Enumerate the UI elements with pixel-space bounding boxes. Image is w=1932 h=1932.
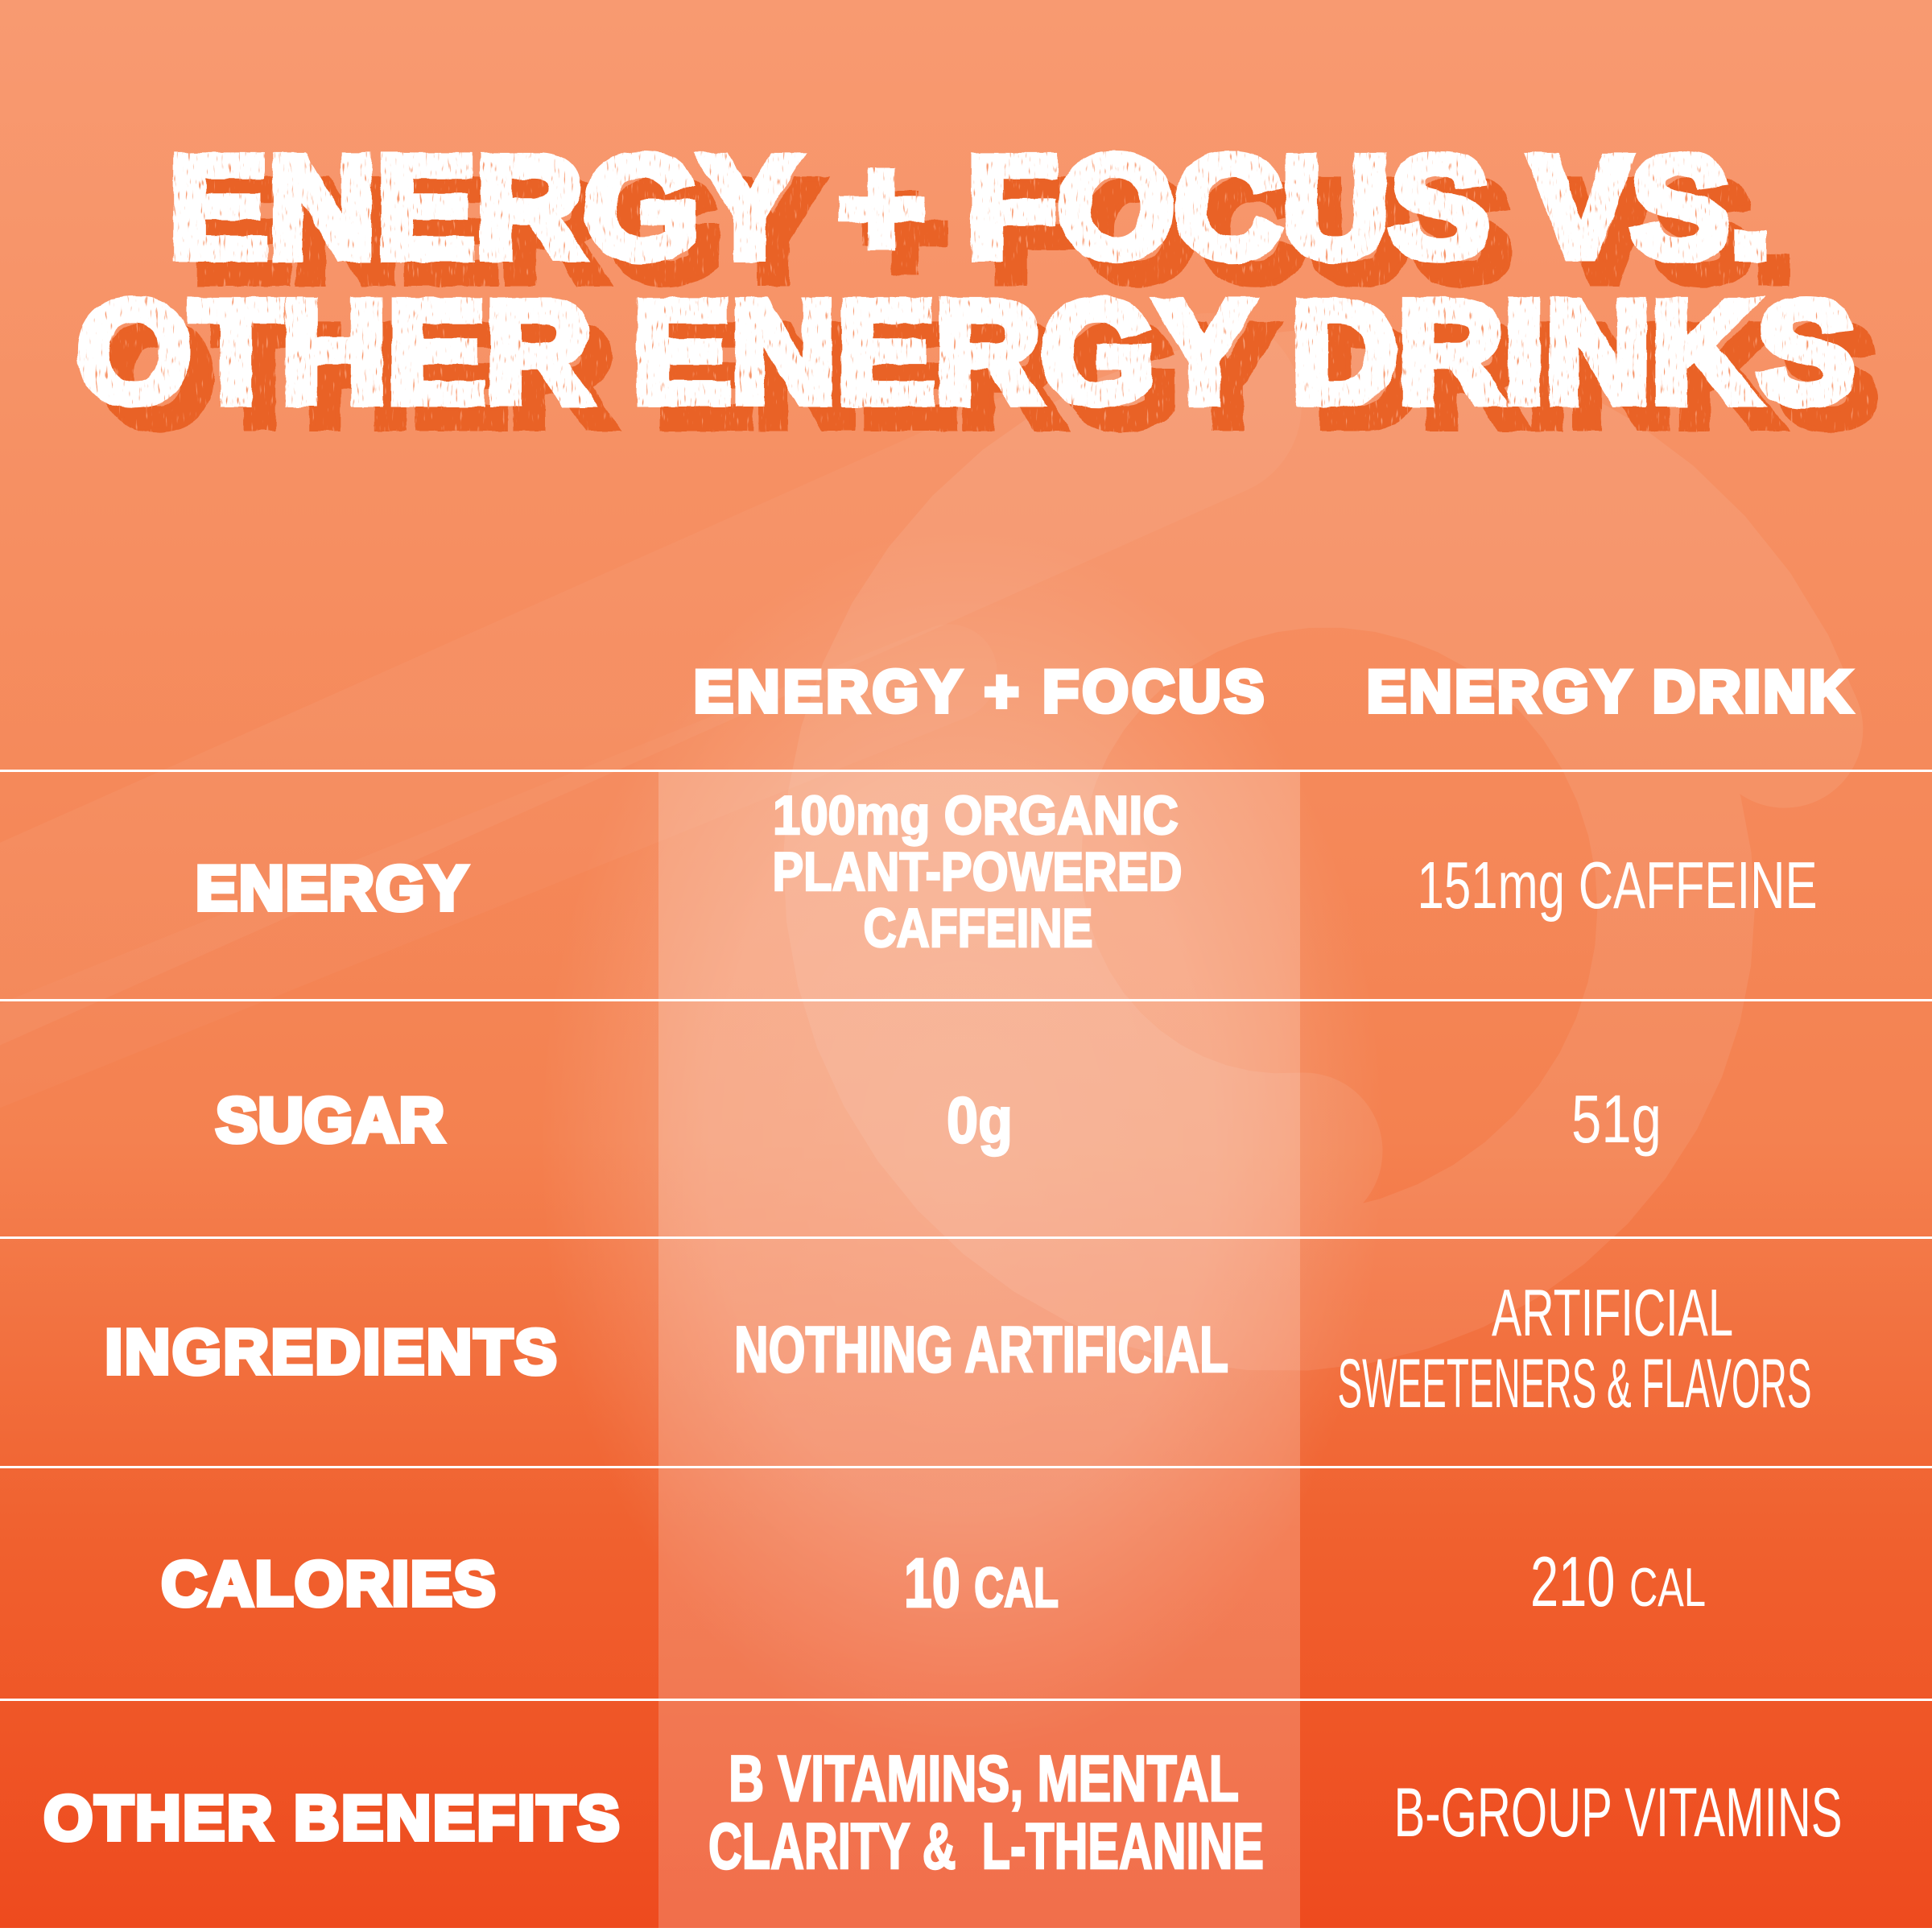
svg-text:151mg CAFFEINE: 151mg CAFFEINE: [1418, 848, 1818, 923]
svg-text:0g: 0g: [947, 1084, 1013, 1157]
svg-text:ARTIFICIAL: ARTIFICIAL: [1492, 1275, 1733, 1350]
svg-text:SWEETENERS & FLAVORS: SWEETENERS & FLAVORS: [1338, 1345, 1812, 1422]
svg-text:CLARITY & L-THEANINE: CLARITY & L-THEANINE: [708, 1810, 1264, 1883]
svg-text:NOTHING ARTIFICIAL: NOTHING ARTIFICIAL: [734, 1314, 1228, 1386]
svg-text:ENERGY DRINK: ENERGY DRINK: [1367, 659, 1852, 724]
svg-text:10 CAL: 10 CAL: [904, 1545, 1059, 1622]
svg-text:OTHER ENERGY DRINKS: OTHER ENERGY DRINKS: [101, 295, 1879, 456]
svg-text:B-GROUP VITAMINS: B-GROUP VITAMINS: [1394, 1774, 1843, 1852]
svg-text:PLANT-POWERED: PLANT-POWERED: [773, 841, 1183, 902]
svg-text:ENERGY + FOCUS VS.: ENERGY + FOCUS VS.: [169, 126, 1772, 287]
svg-text:SUGAR: SUGAR: [216, 1084, 444, 1155]
svg-text:CALORIES: CALORIES: [162, 1548, 496, 1619]
svg-text:B VITAMINS, MENTAL: B VITAMINS, MENTAL: [729, 1743, 1239, 1815]
svg-text:CAFFEINE: CAFFEINE: [864, 898, 1093, 959]
svg-text:OTHER BENEFITS: OTHER BENEFITS: [44, 1782, 620, 1853]
svg-text:INGREDIENTS: INGREDIENTS: [105, 1316, 557, 1387]
svg-text:ENERGY + FOCUS VS.: ENERGY + FOCUS VS.: [192, 151, 1795, 312]
svg-text:51g: 51g: [1571, 1081, 1662, 1157]
svg-text:ENERGY: ENERGY: [196, 852, 468, 923]
svg-text:OTHER ENERGY DRINKS: OTHER ENERGY DRINKS: [77, 271, 1856, 432]
svg-text:100mg ORGANIC: 100mg ORGANIC: [773, 785, 1179, 846]
svg-text:210 CAL: 210 CAL: [1530, 1542, 1706, 1621]
svg-text:ENERGY + FOCUS: ENERGY + FOCUS: [694, 659, 1264, 724]
